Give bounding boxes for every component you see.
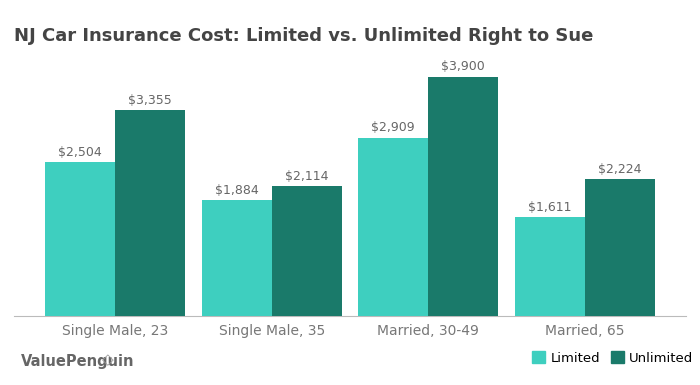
Legend: Limited, Unlimited: Limited, Unlimited [532,352,694,365]
Text: $2,909: $2,909 [372,121,415,134]
Text: NJ Car Insurance Cost: Limited vs. Unlimited Right to Sue: NJ Car Insurance Cost: Limited vs. Unlim… [14,27,594,45]
Bar [358,137,428,316]
Bar [46,162,116,316]
Bar [272,186,342,316]
Text: $1,884: $1,884 [215,184,258,197]
Bar [514,217,584,316]
Text: ◇: ◇ [102,353,113,367]
Text: $2,504: $2,504 [58,146,102,159]
Bar [584,179,654,316]
Bar [202,200,272,316]
Bar [428,77,498,316]
Text: $1,611: $1,611 [528,201,571,214]
Text: $3,900: $3,900 [442,60,485,74]
Text: $3,355: $3,355 [128,94,172,107]
Text: $2,114: $2,114 [285,170,328,183]
Text: ValuePenguin: ValuePenguin [21,355,134,369]
Text: $2,224: $2,224 [598,163,641,176]
Bar [116,110,186,316]
